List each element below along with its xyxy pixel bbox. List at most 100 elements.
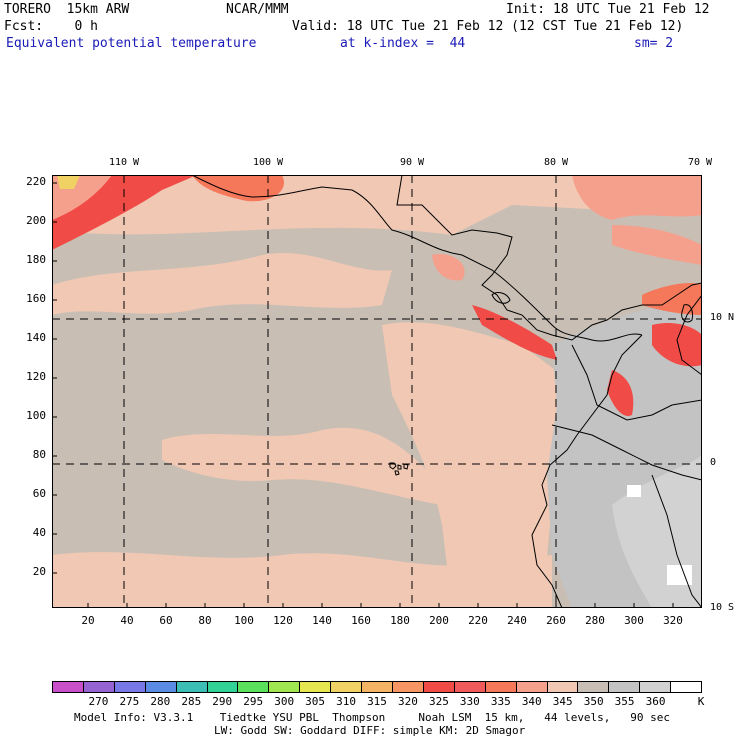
border-ecuador-peru [551,424,702,481]
color-bar-swatch [331,682,363,692]
galapagos-islands [389,462,409,476]
forecast-hour: Fcst: 0 h [4,19,98,34]
x-tick: 120 [273,614,293,627]
field-region-salmon-ne [612,225,702,265]
color-bar-label: 275 [119,695,140,708]
x-tick: 180 [390,614,410,627]
x-tick: 60 [159,614,173,627]
color-bar-label: 355 [614,695,635,708]
color-bar-swatch [269,682,301,692]
x-tick: 240 [507,614,527,627]
x-tick: 220 [468,614,488,627]
color-bar-label: 360 [645,695,666,708]
color-bar-swatch [207,682,239,692]
border-venezuela [676,294,702,376]
field-name: Equivalent potential temperature [6,36,257,51]
color-bar-swatch [454,682,486,692]
model-name: TORERO 15km ARW [4,2,130,17]
field-region-tan-east [382,322,572,608]
coastlines [191,175,702,608]
x-tick: 280 [585,614,605,627]
x-tick: 140 [312,614,332,627]
map-frame [52,175,702,608]
model-physics: LW: Godd SW: Goddard DIFF: simple KM: 2D… [214,724,526,737]
field-region-salmon-ne [572,175,702,220]
field-region-salmon [192,175,284,202]
color-bar [52,681,702,693]
lake-maracaibo [681,304,693,323]
x-tick: 80 [198,614,212,627]
field-region-tan-lobe [52,252,392,315]
color-bar-label: 285 [181,695,202,708]
x-tick: 100 [234,614,254,627]
color-bar-label: 330 [459,695,480,708]
color-bar-label: 315 [367,695,387,708]
y-tick: 80 [32,448,46,461]
valid-time: Valid: 18 UTC Tue 21 Feb 12 (12 CST Tue … [292,19,684,34]
epot-field-map [52,175,702,608]
field-region-white [667,565,692,585]
lat-label-eq: 0 [710,457,717,468]
color-bar-label: 350 [583,695,604,708]
y-tick: 140 [26,331,46,344]
y-tick: 220 [26,175,46,188]
lon-label-110w: 110 W [108,157,140,168]
x-tick: 20 [81,614,95,627]
center-name: NCAR/MMM [226,2,289,17]
coastline-pacific [191,175,643,342]
coastline-caribbean [396,175,702,341]
color-bar-swatch [176,682,208,692]
y-tick: 180 [26,253,46,266]
color-bar-label: 345 [552,695,573,708]
lon-label-100w: 100 W [252,157,284,168]
lat-label-10n: 10 N [710,312,735,323]
level-index: at k-index = 44 [340,36,466,51]
color-bar-swatch [114,682,146,692]
color-bar-swatch [238,682,270,692]
color-bar-swatch [609,682,641,692]
color-bar-label: 290 [212,695,233,708]
color-bar-label: 295 [243,695,264,708]
coastline-south-america [531,334,643,608]
color-bar-swatch [300,682,332,692]
border-colombia [571,344,702,421]
color-bar-swatch [547,682,579,692]
lat-label-10s: 10 S [710,602,735,613]
color-bar-swatch [640,682,672,692]
lake-nicaragua [491,292,511,304]
color-bar-label: 310 [336,695,356,708]
color-bar-label: 305 [305,695,326,708]
color-bar-swatch [392,682,424,692]
color-bar-label: 270 [88,695,109,708]
field-region-white [627,485,641,497]
y-tick: 20 [32,565,46,578]
lon-label-70w: 70 W [687,157,713,168]
color-bar-label: 280 [150,695,171,708]
model-info: Model Info: V3.3.1 Tiedtke YSU PBL Thomp… [74,711,671,724]
map-panel [52,175,702,608]
color-bar-swatch [145,682,177,692]
lon-label-80w: 80 W [543,157,569,168]
color-bar-label: 300 [274,695,295,708]
border-peru-brazil [651,474,702,608]
frame-ticks [52,182,674,608]
lat-lon-grid [52,175,702,608]
y-tick: 40 [32,526,46,539]
field-region-tan-lobe [162,427,442,505]
y-tick: 160 [26,292,46,305]
field-region-salmon [432,254,465,281]
field-region-red-andes [607,370,634,416]
color-bar-swatch [53,682,84,692]
color-bar-swatch [362,682,393,692]
color-bar-swatch [578,682,610,692]
color-bar-unit: K [697,695,705,708]
color-bar-label: 320 [398,695,418,708]
color-bar-label: 340 [521,695,542,708]
color-bar-swatch [516,682,548,692]
field-region-red-venezuela [652,323,702,367]
x-tick: 260 [546,614,566,627]
color-bar-swatch [485,682,517,692]
y-tick: 60 [32,487,46,500]
field-region-salmon [642,283,702,315]
y-tick: 200 [26,214,46,227]
